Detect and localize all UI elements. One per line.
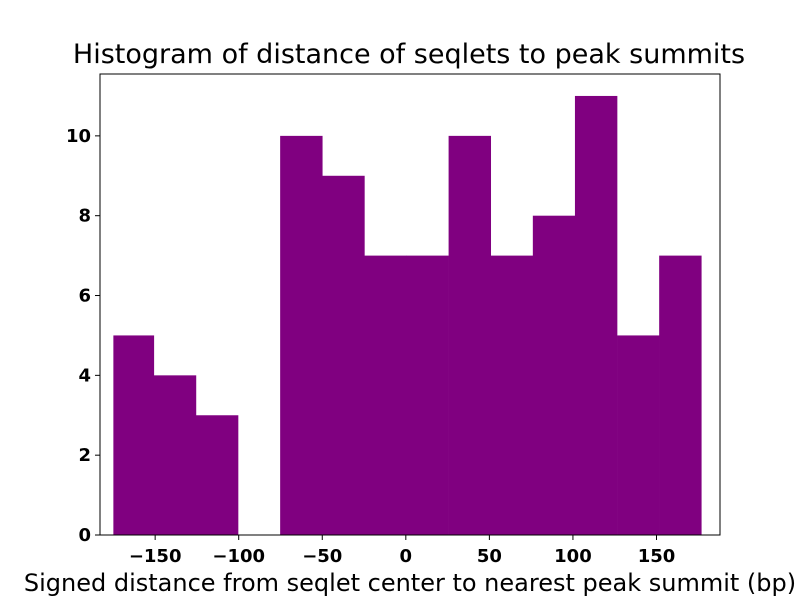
chart-title: Histogram of distance of seqlets to peak… [73, 39, 745, 70]
x-tick-label: −150 [129, 546, 182, 567]
y-tick-label: 8 [78, 206, 91, 227]
x-tick-label: −50 [302, 546, 342, 567]
histogram-bar [574, 95, 618, 535]
y-tick-label: 0 [78, 525, 91, 546]
x-tick-label: 150 [638, 546, 676, 567]
histogram-bar [448, 135, 492, 535]
x-axis: −150 −100 −50 0 50 100 150 [129, 535, 675, 567]
histogram-bar [322, 175, 365, 535]
x-tick-label: 0 [400, 546, 413, 567]
histogram-bars [113, 95, 702, 536]
histogram-bar [532, 215, 576, 535]
y-tick-label: 6 [78, 286, 91, 307]
histogram-bar [113, 335, 155, 535]
histogram-bar [659, 255, 702, 536]
histogram-bar [617, 335, 660, 535]
y-tick-label: 10 [66, 126, 91, 147]
y-axis: 0 2 4 6 8 10 [66, 126, 100, 546]
y-tick-label: 4 [78, 365, 91, 386]
histogram-bar [280, 135, 323, 535]
histogram-bar [364, 255, 407, 536]
x-tick-label: 100 [554, 546, 592, 567]
plot-frame [99, 73, 721, 536]
histogram-bar [195, 415, 239, 535]
x-axis-label: Signed distance from seqlet center to ne… [24, 569, 796, 597]
histogram-bar [490, 255, 534, 536]
histogram-bar [406, 255, 449, 536]
histogram-bar [153, 375, 197, 535]
y-tick-label: 2 [78, 445, 91, 466]
x-tick-label: 50 [477, 546, 502, 567]
x-tick-label: −100 [212, 546, 265, 567]
